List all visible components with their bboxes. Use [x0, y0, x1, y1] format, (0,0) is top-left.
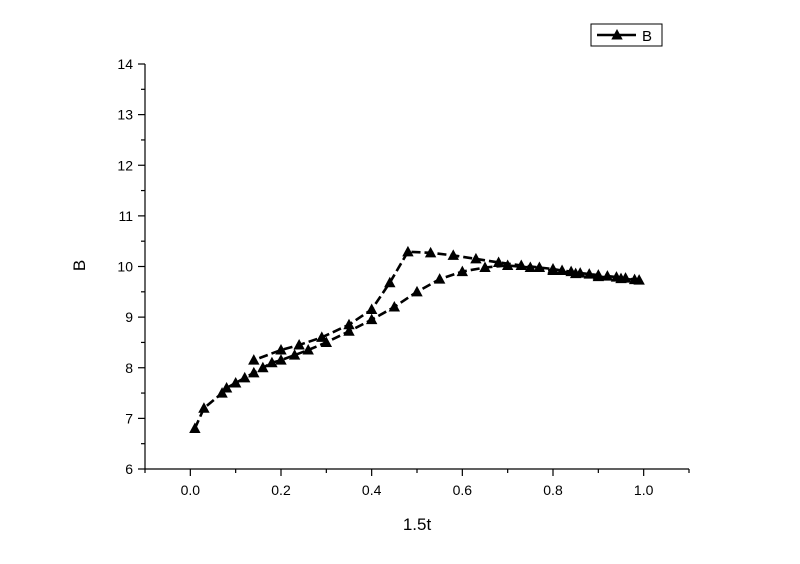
x-tick-label: 0.0 [181, 482, 201, 498]
y-tick-label: 7 [125, 410, 133, 426]
data-point-marker [424, 246, 437, 258]
data-point-marker [479, 261, 491, 273]
data-point-marker [248, 354, 260, 365]
data-point-marker [456, 265, 469, 277]
data-point-marker [365, 313, 378, 325]
x-ticks: 0.0 0.2 0.4 0.6 0.8 1.0 [144, 469, 690, 498]
x-tick-label: 0.2 [271, 482, 291, 498]
data-point-marker [275, 344, 287, 355]
data-point-marker [433, 273, 446, 284]
data-point-marker [533, 261, 546, 273]
y-tick-label: 8 [125, 360, 133, 376]
data-point-marker [229, 376, 242, 388]
data-point-marker [257, 361, 269, 373]
data-point-marker [302, 344, 314, 355]
data-point-marker [601, 270, 614, 281]
data-point-marker [515, 259, 527, 270]
x-tick-label: 0.8 [543, 482, 563, 498]
data-point-marker [266, 356, 278, 368]
data-point-marker [402, 245, 414, 257]
data-point-marker [316, 331, 328, 342]
data-point-marker [388, 301, 401, 312]
data-point-marker [239, 371, 251, 383]
y-tick-label: 14 [117, 56, 133, 72]
y-axis-title: B [70, 260, 89, 271]
y-tick-label: 12 [117, 157, 133, 173]
y-tick-label: 11 [118, 208, 133, 224]
data-point-marker [583, 268, 595, 279]
legend-label: B [642, 28, 652, 45]
data-point-marker [198, 402, 210, 413]
x-tick-label: 0.4 [362, 482, 382, 498]
legend: B [590, 23, 663, 47]
y-ticks: 6 7 8 9 10 11 12 13 14 [117, 56, 145, 477]
data-point-marker [492, 256, 505, 267]
data-point-marker [565, 265, 577, 277]
data-point-marker [574, 267, 586, 278]
x-axis-title: 1.5t [403, 515, 432, 534]
data-point-marker [343, 318, 355, 330]
data-point-marker [384, 276, 396, 288]
data-point-marker [411, 285, 423, 297]
series-line-B [193, 250, 640, 430]
data-point-marker [610, 271, 623, 282]
data-point-marker [556, 264, 568, 276]
y-tick-label: 10 [117, 259, 133, 275]
data-point-marker [365, 303, 378, 315]
data-point-marker [275, 354, 287, 365]
data-point-marker [524, 261, 537, 273]
data-point-marker [470, 252, 482, 264]
y-tick-label: 13 [117, 107, 133, 123]
data-point-marker [220, 382, 233, 393]
legend-marker-triangle [611, 29, 623, 40]
axes: 6 7 8 9 10 11 12 13 14 0.0 0.2 0.4 0.6 0.8 1.0 [117, 56, 690, 498]
data-point-marker [547, 263, 559, 274]
data-point-marker [288, 349, 301, 360]
y-tick-label: 9 [125, 309, 133, 325]
data-point-marker [628, 273, 641, 285]
x-tick-label: 1.0 [634, 482, 654, 498]
data-point-marker [501, 259, 514, 270]
data-point-marker [189, 422, 201, 433]
data-point-marker [592, 269, 605, 280]
data-point-marker [343, 325, 355, 336]
data-point-marker [248, 366, 260, 378]
data-point-marker [293, 338, 305, 350]
data-point-marker [619, 272, 632, 283]
y-tick-label: 6 [125, 461, 133, 477]
data-point-marker [447, 249, 459, 260]
x-tick-label: 0.6 [453, 482, 473, 498]
series-group [189, 245, 645, 433]
